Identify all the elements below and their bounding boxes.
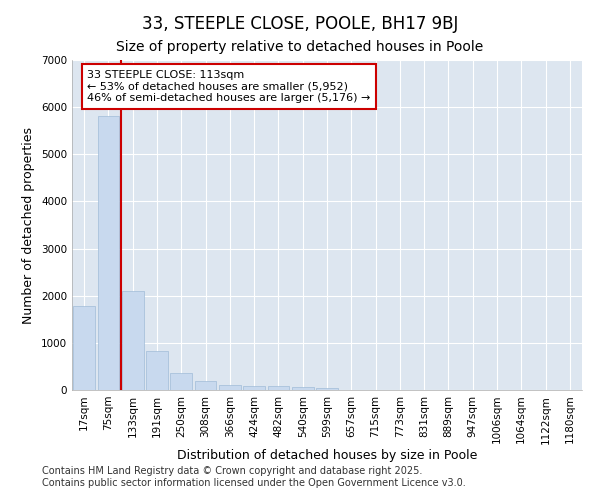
Bar bbox=[170, 373, 192, 390]
Y-axis label: Number of detached properties: Number of detached properties bbox=[22, 126, 35, 324]
X-axis label: Distribution of detached houses by size in Poole: Distribution of detached houses by size … bbox=[177, 449, 477, 462]
Bar bbox=[146, 352, 168, 390]
Bar bbox=[73, 306, 95, 390]
Bar bbox=[122, 292, 143, 390]
Bar bbox=[97, 116, 119, 390]
Bar bbox=[243, 386, 265, 390]
Bar bbox=[268, 386, 289, 390]
Text: 33 STEEPLE CLOSE: 113sqm
← 53% of detached houses are smaller (5,952)
46% of sem: 33 STEEPLE CLOSE: 113sqm ← 53% of detach… bbox=[88, 70, 371, 103]
Bar bbox=[316, 388, 338, 390]
Text: Size of property relative to detached houses in Poole: Size of property relative to detached ho… bbox=[116, 40, 484, 54]
Text: 33, STEEPLE CLOSE, POOLE, BH17 9BJ: 33, STEEPLE CLOSE, POOLE, BH17 9BJ bbox=[142, 15, 458, 33]
Bar bbox=[194, 380, 217, 390]
Text: Contains HM Land Registry data © Crown copyright and database right 2025.
Contai: Contains HM Land Registry data © Crown c… bbox=[42, 466, 466, 487]
Bar bbox=[292, 388, 314, 390]
Bar bbox=[219, 384, 241, 390]
